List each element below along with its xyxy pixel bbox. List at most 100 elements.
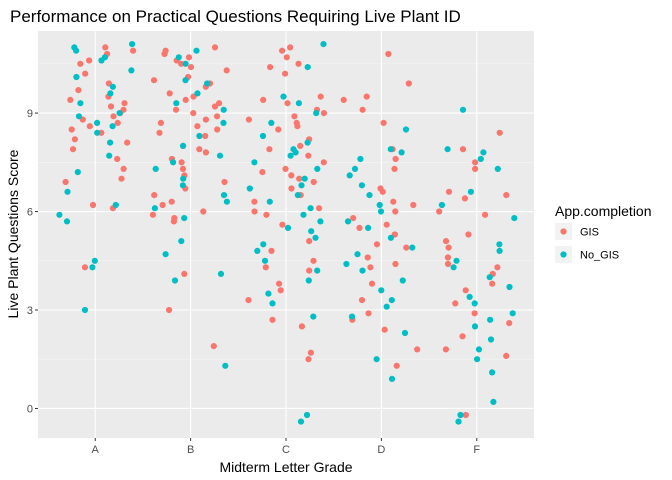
data-point-gis (462, 287, 469, 294)
data-point-no-gis (295, 100, 302, 107)
data-point-no-gis (162, 251, 169, 258)
data-point-gis (211, 103, 219, 110)
x-tick-label: A (92, 444, 100, 456)
data-point-gis (75, 87, 82, 94)
data-point-no-gis (294, 192, 301, 199)
legend-items: GIS No_GIS (555, 223, 619, 263)
data-point-no-gis (511, 215, 518, 222)
data-point-no-gis (73, 73, 80, 81)
data-point-no-gis (459, 106, 467, 113)
data-point-no-gis (383, 303, 390, 310)
data-point-gis (506, 320, 513, 327)
data-point-gis (178, 159, 185, 166)
data-point-gis (282, 70, 289, 77)
data-point-no-gis (471, 300, 478, 307)
data-point-no-gis (261, 257, 269, 264)
data-point-no-gis (251, 159, 258, 166)
data-point-no-gis (128, 67, 135, 74)
data-point-no-gis (387, 146, 394, 153)
data-point-no-gis (359, 267, 366, 274)
data-point-gis (317, 93, 324, 100)
data-point-no-gis (450, 264, 457, 271)
data-point-gis (392, 208, 399, 215)
data-point-no-gis (196, 132, 203, 140)
data-point-no-gis (496, 241, 503, 248)
legend-label: No_GIS (580, 250, 619, 262)
data-point-gis (166, 306, 173, 314)
data-point-gis (202, 132, 209, 140)
data-point-gis (179, 165, 187, 172)
data-point-no-gis (480, 149, 487, 156)
data-point-gis (380, 119, 387, 126)
data-point-no-gis (506, 283, 513, 291)
data-point-no-gis (475, 346, 483, 353)
data-point-gis (161, 50, 168, 58)
data-point-no-gis (254, 247, 261, 254)
data-point-gis (214, 113, 221, 120)
data-point-gis (71, 136, 78, 143)
data-point-gis (107, 103, 115, 110)
data-point-gis (482, 211, 489, 218)
data-point-no-gis (74, 169, 81, 176)
data-point-gis (202, 149, 209, 156)
data-point-gis (68, 126, 75, 133)
data-point-no-gis (180, 142, 187, 149)
data-point-no-gis (455, 418, 462, 425)
data-point-no-gis (348, 313, 356, 320)
data-point-gis (221, 178, 228, 186)
data-point-gis (130, 47, 137, 54)
data-point-no-gis (365, 224, 372, 231)
data-point-no-gis (220, 192, 228, 199)
data-point-gis (410, 201, 417, 209)
data-point-no-gis (81, 306, 89, 314)
data-point-no-gis (152, 165, 159, 172)
data-point-no-gis (175, 54, 182, 61)
data-point-gis (363, 93, 370, 100)
data-point-no-gis (304, 64, 311, 71)
data-point-gis (356, 224, 363, 231)
data-point-gis (194, 123, 201, 130)
x-tick-label: C (282, 444, 290, 456)
data-point-gis (503, 192, 510, 199)
data-point-no-gis (269, 300, 276, 307)
data-point-no-gis (300, 211, 307, 218)
data-point-no-gis (486, 274, 493, 281)
y-axis-title: Live Plant Questions Score (5, 149, 21, 318)
data-point-no-gis (220, 106, 227, 113)
data-point-gis (381, 326, 388, 333)
x-tick-label: B (187, 444, 194, 456)
data-point-gis (310, 257, 317, 264)
data-point-gis (210, 343, 217, 350)
data-point-gis (358, 297, 366, 304)
data-point-gis (385, 50, 392, 58)
data-point-gis (124, 139, 131, 146)
data-point-no-gis (56, 211, 63, 218)
data-point-no-gis (307, 205, 314, 212)
x-tick-label: D (377, 444, 385, 456)
data-point-no-gis (388, 375, 396, 382)
data-point-gis (442, 346, 449, 353)
data-point-gis (368, 280, 376, 287)
data-point-gis (185, 54, 193, 61)
y-tick-label: 3 (27, 305, 33, 317)
data-point-no-gis (182, 77, 189, 84)
data-point-no-gis (204, 80, 211, 87)
data-point-gis (276, 280, 283, 287)
data-point-gis (86, 123, 93, 130)
data-point-gis (392, 155, 399, 163)
data-point-gis (82, 70, 89, 77)
data-point-no-gis (354, 251, 361, 258)
data-point-gis (275, 126, 282, 133)
data-point-no-gis (73, 47, 80, 54)
data-point-no-gis (346, 172, 353, 179)
data-point-no-gis (317, 218, 324, 225)
data-point-no-gis (292, 149, 299, 156)
data-point-no-gis (487, 316, 494, 323)
y-axis-ticks: 0 3 6 9 (27, 108, 38, 415)
data-point-no-gis (107, 139, 114, 146)
data-point-no-gis (94, 119, 101, 126)
data-point-gis (459, 146, 467, 153)
data-point-gis (157, 119, 164, 126)
data-point-no-gis (373, 356, 380, 363)
